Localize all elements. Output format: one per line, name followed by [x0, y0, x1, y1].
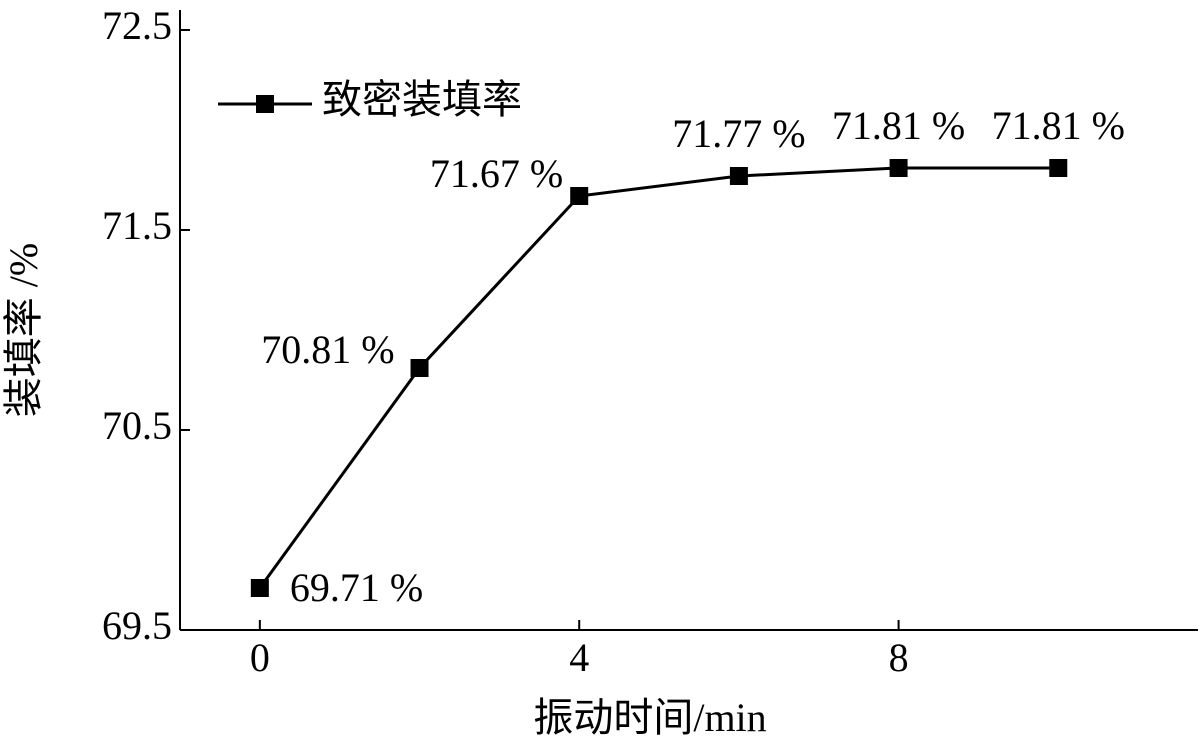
marker — [410, 359, 429, 377]
marker — [570, 187, 589, 205]
series-line — [258, 166, 1059, 589]
legend-marker — [256, 95, 274, 113]
marker — [250, 579, 269, 597]
marker — [1049, 159, 1068, 177]
y-tick-label: 72.5 — [102, 3, 172, 48]
x-tick-label: 0 — [250, 635, 270, 680]
value-label: 71.81 % — [992, 103, 1125, 148]
y-axis-label: 装填率 /% — [1, 243, 46, 417]
value-label: 70.81 % — [261, 327, 394, 372]
x-tick-label: 8 — [889, 635, 909, 680]
value-label: 71.67 % — [430, 151, 563, 196]
x-tick-label: 4 — [569, 635, 589, 680]
y-tick-label: 71.5 — [102, 203, 172, 248]
marker — [889, 159, 908, 177]
value-label: 71.77 % — [672, 111, 805, 156]
value-label: 71.81 % — [832, 103, 965, 148]
y-tick-label: 69.5 — [102, 603, 172, 648]
y-tick-label: 70.5 — [102, 403, 172, 448]
value-label: 69.71 % — [290, 565, 423, 610]
marker — [729, 167, 748, 185]
x-axis-label: 振动时间/min — [533, 695, 766, 740]
legend-label: 致密装填率 — [322, 77, 522, 122]
